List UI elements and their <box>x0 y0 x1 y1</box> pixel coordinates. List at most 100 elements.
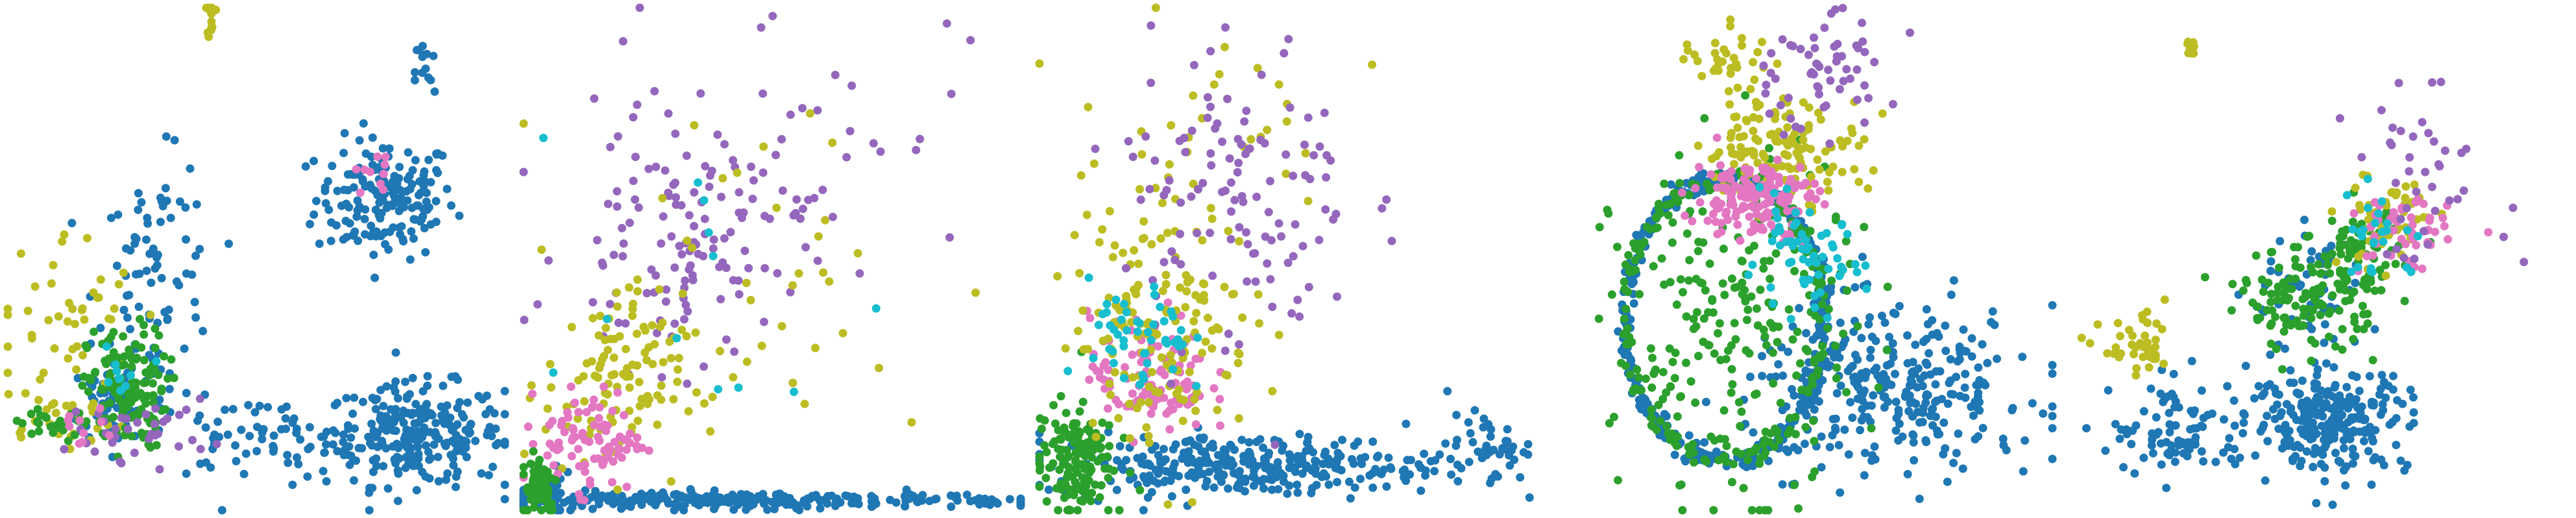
data-point <box>1612 242 1622 251</box>
data-point <box>2307 336 2316 345</box>
data-point <box>1838 219 1847 228</box>
data-point <box>1097 481 1106 490</box>
data-point <box>143 219 152 228</box>
data-point <box>1123 326 1131 335</box>
data-point <box>1235 237 1244 246</box>
data-point <box>119 332 128 341</box>
data-point <box>2263 306 2272 315</box>
data-point <box>2359 325 2368 334</box>
data-point <box>1234 414 1243 423</box>
data-point <box>664 191 674 201</box>
data-point <box>1682 312 1691 321</box>
data-point <box>1814 60 1823 69</box>
data-point <box>2366 275 2375 283</box>
data-point <box>95 404 104 413</box>
data-point <box>604 450 613 459</box>
data-point <box>1122 308 1131 317</box>
data-point <box>67 219 77 228</box>
data-point <box>905 494 914 503</box>
data-point <box>1181 302 1190 312</box>
data-point <box>2270 312 2279 321</box>
data-point <box>391 348 400 357</box>
data-point <box>1775 223 1784 232</box>
data-point <box>1797 230 1806 239</box>
data-point <box>1379 465 1389 475</box>
data-point <box>2002 446 2011 454</box>
data-point <box>1761 89 1770 98</box>
data-point <box>610 334 619 343</box>
data-point <box>932 494 941 503</box>
data-point <box>305 423 314 432</box>
data-point <box>2281 292 2290 301</box>
data-point <box>1742 346 1751 355</box>
data-point <box>2365 372 2374 380</box>
data-point <box>1321 447 1330 456</box>
data-point <box>1232 483 1241 492</box>
data-point <box>1895 419 1904 428</box>
data-point <box>282 402 291 411</box>
data-point <box>1853 267 1862 277</box>
data-point <box>524 422 533 431</box>
data-point <box>1814 83 1823 92</box>
data-point <box>730 347 739 356</box>
data-point <box>1960 383 1969 392</box>
data-point <box>1860 135 1869 144</box>
data-point <box>1233 167 1242 177</box>
series-purple <box>60 394 221 474</box>
data-point <box>1861 261 1870 270</box>
data-point <box>1744 305 1753 314</box>
data-point <box>661 297 670 306</box>
data-point <box>1464 418 1473 427</box>
data-point <box>825 277 834 286</box>
data-point <box>2272 400 2281 409</box>
data-point <box>1143 359 1152 368</box>
data-point <box>1081 461 1090 469</box>
data-point <box>1226 178 1235 187</box>
data-point <box>133 418 142 427</box>
data-point <box>1298 469 1307 478</box>
data-point <box>529 475 538 484</box>
data-point <box>1197 459 1206 467</box>
data-point <box>137 343 146 352</box>
data-point <box>2276 237 2285 245</box>
data-point <box>2048 301 2057 310</box>
data-point <box>1252 192 1261 201</box>
data-point <box>2235 453 2244 462</box>
data-point <box>2018 352 2027 362</box>
data-point <box>1104 428 1113 437</box>
data-point <box>1723 183 1732 192</box>
data-point <box>2219 448 2228 457</box>
data-point <box>605 300 614 308</box>
data-point <box>2279 327 2289 336</box>
data-point <box>2225 434 2234 443</box>
data-point <box>1872 364 1881 373</box>
data-point <box>352 212 361 221</box>
data-point <box>192 200 201 209</box>
data-point <box>2241 276 2250 284</box>
data-point <box>670 319 679 328</box>
scatter-panel-1 <box>0 0 513 518</box>
data-point <box>1771 372 1780 381</box>
data-point <box>411 400 420 408</box>
data-point <box>207 17 216 26</box>
data-point <box>1147 79 1156 88</box>
data-point <box>1698 207 1707 216</box>
data-point <box>1040 441 1049 450</box>
data-point <box>1748 260 1757 269</box>
data-point <box>2309 409 2318 418</box>
data-point <box>1686 377 1695 386</box>
data-point <box>2355 386 2364 395</box>
data-point <box>1682 179 1691 188</box>
data-point <box>1626 265 1635 274</box>
data-point <box>1160 445 1168 454</box>
data-point <box>789 211 798 220</box>
data-point <box>658 318 667 327</box>
data-point <box>699 196 709 205</box>
data-point <box>2230 421 2239 430</box>
data-point <box>1730 160 1738 169</box>
data-point <box>1728 380 1737 389</box>
data-point <box>2376 410 2385 419</box>
data-point <box>1880 392 1889 401</box>
data-point <box>619 369 627 378</box>
data-point <box>1333 478 1342 487</box>
